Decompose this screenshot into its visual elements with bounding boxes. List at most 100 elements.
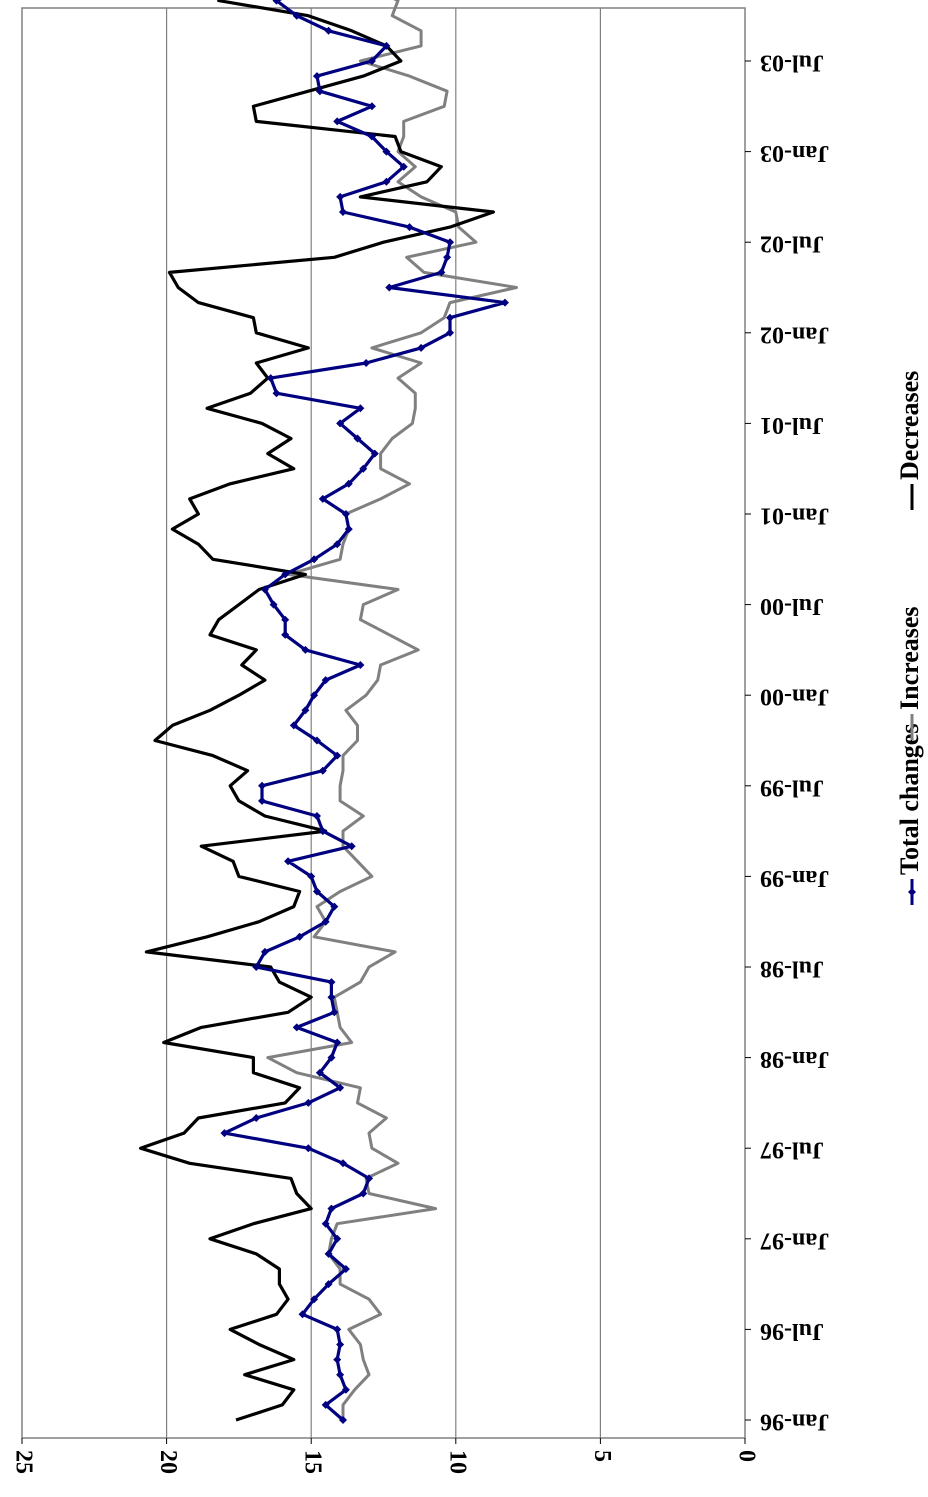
plot-frame [21, 7, 746, 1439]
data-point [272, 0, 281, 5]
data-point [336, 419, 345, 428]
y-tick-label: 25 [10, 1450, 36, 1474]
data-point [362, 359, 371, 367]
data-point [301, 706, 310, 715]
x-tick-label: Jul-97 [760, 1137, 824, 1163]
x-axis-ticks: Jan-96 Jul-96 Jan-97 Jul-97 Jan-98 Jul-98 Jan-… [745, 49, 829, 1435]
data-point [365, 1174, 374, 1183]
data-point [367, 57, 376, 65]
data-point [324, 26, 333, 35]
data-point [341, 1265, 350, 1273]
data-point [437, 268, 446, 277]
series-group [139, 0, 518, 1424]
data-point [356, 404, 365, 413]
data-point [353, 434, 362, 443]
data-point [292, 11, 301, 20]
legend-label: Increases [895, 606, 924, 710]
data-point [307, 872, 316, 881]
data-point [339, 1159, 348, 1168]
data-point [318, 494, 327, 503]
x-tick-label: Jan-00 [760, 684, 829, 710]
data-point [367, 132, 376, 141]
data-point [336, 1083, 345, 1092]
legend-item-total-changes: Total changes [895, 724, 924, 905]
data-point [315, 87, 324, 96]
data-point [500, 298, 509, 307]
data-point [347, 842, 356, 851]
data-point [318, 827, 327, 836]
data-point [321, 1219, 330, 1228]
data-point [333, 1325, 342, 1334]
data-point [333, 1355, 342, 1364]
data-point [327, 1053, 336, 1062]
series-line-total-changes [222, 0, 507, 1422]
series-line-decreases [139, 0, 495, 1422]
data-point [312, 736, 321, 745]
data-point [310, 1295, 319, 1304]
data-point [327, 1204, 336, 1213]
y-tick-label: 10 [444, 1450, 470, 1474]
data-point [266, 374, 275, 383]
series-line-increases [266, 0, 518, 1420]
data-point [333, 1038, 342, 1047]
data-point [318, 766, 327, 775]
data-point [333, 540, 342, 549]
data-point [333, 1234, 342, 1243]
data-point [327, 993, 336, 1002]
data-point [382, 177, 391, 186]
data-point [333, 751, 342, 760]
data-point [330, 902, 339, 911]
data-point [312, 887, 321, 896]
data-point [443, 253, 452, 262]
data-point [252, 963, 261, 971]
legend-item-increases: Increases [895, 606, 924, 740]
data-point [310, 691, 319, 700]
legend-item-decreases: Decreases [895, 371, 924, 510]
x-tick-label: Jul-98 [760, 955, 824, 981]
data-point [385, 283, 394, 292]
data-point [298, 1310, 307, 1319]
data-point [258, 781, 267, 790]
x-tick-label: Jan-97 [760, 1227, 829, 1253]
y-tick-label: 15 [300, 1450, 326, 1474]
y-tick-label: 5 [589, 1450, 615, 1462]
data-point [333, 117, 342, 126]
x-tick-label: Jul-00 [760, 593, 824, 619]
data-point [336, 1340, 345, 1349]
legend-label: Total changes [895, 724, 924, 875]
data-point [405, 223, 414, 232]
data-point [359, 464, 368, 473]
data-point [330, 1008, 339, 1017]
data-point [344, 479, 353, 488]
data-point [446, 238, 455, 247]
data-point [321, 917, 330, 926]
x-tick-label: Jul-99 [760, 774, 824, 800]
data-point [281, 615, 290, 624]
data-point [310, 555, 319, 564]
legend-marker [908, 888, 916, 896]
data-point [292, 1023, 301, 1032]
x-tick-label: Jul-03 [760, 49, 824, 75]
data-point [312, 812, 321, 820]
data-point [324, 1249, 333, 1258]
legend: Total changes Increases Decreases [895, 371, 924, 905]
x-tick-label: Jan-99 [760, 865, 829, 891]
data-point [382, 147, 391, 156]
x-tick-label: Jan-01 [760, 502, 829, 528]
data-point [417, 343, 426, 352]
data-point [281, 570, 290, 579]
data-point [281, 630, 290, 639]
data-point [258, 796, 267, 805]
y-axis-ticks: 0 5 10 15 20 25 [10, 1438, 760, 1474]
data-point [260, 585, 269, 594]
data-point [269, 600, 278, 609]
data-point [315, 1068, 324, 1077]
x-tick-label: Jan-96 [760, 1408, 829, 1434]
data-point [359, 1189, 368, 1198]
data-point [446, 328, 455, 337]
data-point [370, 449, 379, 458]
data-point [304, 1144, 313, 1153]
data-point [341, 1385, 350, 1394]
data-point [324, 1280, 333, 1289]
